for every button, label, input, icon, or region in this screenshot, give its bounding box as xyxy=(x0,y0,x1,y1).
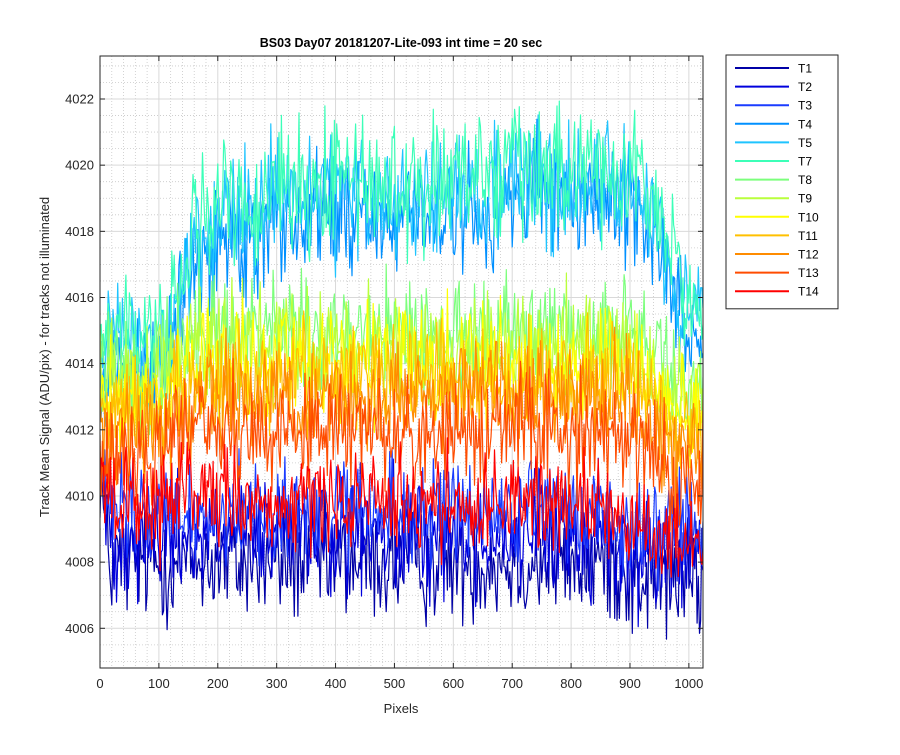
y-tick-label: 4014 xyxy=(65,356,94,371)
x-tick-label: 0 xyxy=(96,676,103,691)
series-line-T7 xyxy=(100,100,703,394)
legend-label-T3: T3 xyxy=(798,99,812,113)
x-tick-label: 800 xyxy=(560,676,582,691)
legend-label-T1: T1 xyxy=(798,62,812,76)
y-tick-label: 4012 xyxy=(65,422,94,437)
legend-label-T9: T9 xyxy=(798,192,812,206)
y-tick-label: 4020 xyxy=(65,158,94,173)
y-tick-label: 4018 xyxy=(65,224,94,239)
legend-label-T7: T7 xyxy=(798,155,812,169)
series-line-T12 xyxy=(100,326,703,517)
axes-box xyxy=(99,55,704,669)
plot-area xyxy=(100,100,703,640)
legend: T1 T2 T3 T4 T5 T7 T8 T9 T10 T11 T12 T13 T14 xyxy=(725,54,839,310)
chart-title: BS03 Day07 20181207-Lite-093 int time = … xyxy=(260,36,543,50)
y-tick-label: 4022 xyxy=(65,92,94,107)
legend-label-T12: T12 xyxy=(798,248,819,262)
y-tick-label: 4010 xyxy=(65,488,94,503)
x-tick-label: 600 xyxy=(442,676,464,691)
legend-box xyxy=(725,54,839,310)
series-line-T14 xyxy=(100,437,703,578)
series-line-T13 xyxy=(100,358,703,533)
x-tick-label: 400 xyxy=(325,676,347,691)
y-tick-label: 4016 xyxy=(65,290,94,305)
legend-label-T2: T2 xyxy=(798,80,812,94)
legend-label-T13: T13 xyxy=(798,266,819,280)
series-line-T3 xyxy=(100,448,703,592)
legend-label-T11: T11 xyxy=(798,229,818,243)
legend-label-T8: T8 xyxy=(798,173,812,187)
x-axis-label: Pixels xyxy=(384,701,419,716)
x-tick-label: 100 xyxy=(148,676,170,691)
x-tick-label: 500 xyxy=(384,676,406,691)
x-tick-label: 1000 xyxy=(674,676,703,691)
x-tick-label: 700 xyxy=(501,676,523,691)
legend-label-T5: T5 xyxy=(798,136,812,150)
legend-label-T14: T14 xyxy=(798,285,819,299)
y-tick-label: 4006 xyxy=(65,621,94,636)
x-tick-label: 900 xyxy=(619,676,641,691)
y-axis-label: Track Mean Signal (ADU/pix) - for tracks… xyxy=(37,197,52,517)
x-tick-label: 200 xyxy=(207,676,229,691)
x-tick-label: 300 xyxy=(266,676,288,691)
legend-label-T10: T10 xyxy=(798,210,819,224)
y-tick-label: 4008 xyxy=(65,555,94,570)
series-line-T9 xyxy=(100,272,703,457)
axes: 0 100 200 300 400 500 600 700 800 900 1000 4006 4008… xyxy=(65,55,704,691)
legend-label-T4: T4 xyxy=(798,117,812,131)
